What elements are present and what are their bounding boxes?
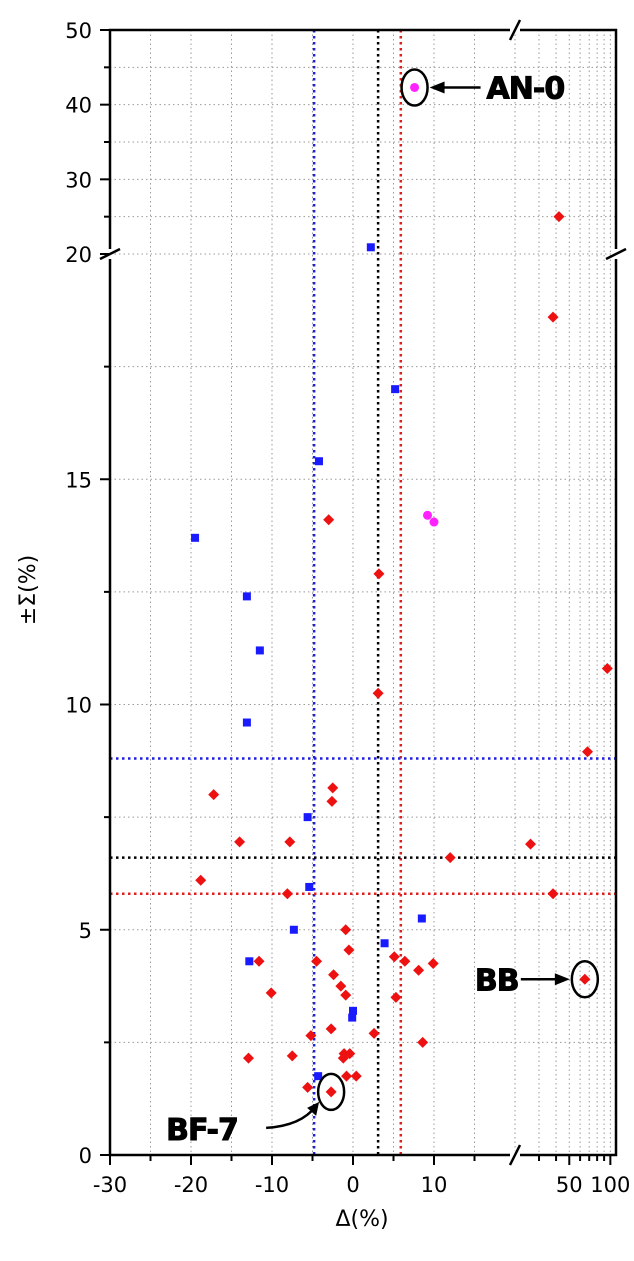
data-point-diamond [328,969,340,981]
x-break-mark [508,19,522,41]
data-point-square [289,925,298,934]
data-point-diamond [253,955,265,967]
data-point-diamond [286,1050,298,1062]
annotation-arrow-head [554,973,570,986]
data-point-square [349,1006,357,1015]
plot-border [108,28,618,1157]
y-tick-label: 15 [65,468,92,492]
annotation-arrow-head [307,1101,320,1116]
y-tick-label: 40 [65,94,92,118]
data-point-square [314,1072,323,1081]
data-point-diamond [444,852,456,864]
plot-frame [99,19,627,1166]
y-tick-label: 20 [65,243,92,267]
data-point-square [380,939,389,948]
data-point-diamond [284,836,296,848]
data-point-square [242,592,251,601]
data-point-diamond [326,795,338,807]
data-point-diamond [390,991,402,1003]
data-point-diamond [399,955,411,967]
data-point-diamond [553,211,565,223]
data-point-diamond [372,687,384,699]
data-point-diamond [388,951,400,963]
x-tick-label: 100 [590,1173,630,1197]
annotation-circle [400,68,429,107]
data-point-diamond [311,955,323,967]
data-point-diamond [547,311,559,323]
data-point-diamond [417,1036,429,1048]
data-point-diamond [325,1086,337,1098]
data-point-diamond [234,836,246,848]
x-tick-label: 10 [421,1173,448,1197]
data-point-diamond [427,958,439,970]
data-point-diamond [302,1081,314,1093]
data-point-diamond [582,746,594,758]
data-point-square [314,457,323,466]
annotation-circle [570,960,600,999]
annotation-label: AN-0 [487,71,565,106]
data-point-diamond [373,568,385,580]
data-point-diamond [327,782,339,794]
grid-layer [110,29,616,1155]
data-point-diamond [601,662,613,674]
x-break-mark [508,1144,522,1166]
data-point-circle [410,82,420,92]
data-point-diamond [325,1023,337,1035]
data-point-diamond [343,944,355,956]
x-tick-label: -20 [174,1173,208,1197]
x-tick-label: -30 [93,1173,127,1197]
data-point-square [417,914,426,923]
data-point-diamond [525,838,537,850]
data-point-diamond [368,1027,380,1039]
data-point-diamond [208,789,220,801]
data-point-diamond [337,1052,349,1064]
data-point-diamond [413,964,425,976]
y-break-mark [605,247,627,261]
y-tick-label: 5 [79,919,92,943]
annotation-label: BF-7 [166,1113,238,1148]
data-point-diamond [323,514,335,526]
data-point-square [348,1013,357,1022]
data-point-square [391,385,400,394]
annotation-circle [316,1072,346,1112]
data-point-circle [423,510,433,520]
annotation-label: BB [475,963,519,998]
reference-lines [110,30,616,1155]
data-point-diamond [265,987,277,999]
y-axis-title: ±Σ(%) [16,555,41,625]
data-point-diamond [579,973,591,985]
data-point-diamond [335,980,347,992]
annotations: AN-0 BB BF-7 [166,68,600,1148]
data-point-diamond [281,888,293,900]
annotation-arrow-head [429,81,445,94]
data-point-square [242,718,251,727]
x-tick-label: -10 [255,1173,289,1197]
data-point-diamond [305,1030,317,1042]
y-tick-label: 10 [65,694,92,718]
data-point-diamond [350,1070,362,1082]
data-point-square [303,813,312,822]
data-point-diamond [243,1052,255,1064]
data-point-diamond [341,1070,353,1082]
data-point-square [245,957,254,966]
y-tick-label: 30 [65,168,92,192]
x-tick-label: 0 [346,1173,359,1197]
data-point-circle [429,517,439,527]
data-point-square [191,533,200,542]
data-point-square [255,646,264,655]
data-point-diamond [340,989,352,1001]
data-points [191,82,613,1098]
x-axis-title: Δ(%) [335,1207,388,1232]
axis-ticks: -30 -20 -10 0 10 50 100 0 5 10 15 20 30 40 50 [65,19,630,1197]
x-tick-label: 50 [556,1173,583,1197]
data-point-diamond [340,924,352,936]
y-tick-label: 50 [65,19,92,43]
y-tick-label: 0 [79,1144,92,1168]
data-point-square [366,243,375,252]
data-point-diamond [547,888,559,900]
data-point-square [305,882,314,891]
data-point-diamond [195,874,207,886]
